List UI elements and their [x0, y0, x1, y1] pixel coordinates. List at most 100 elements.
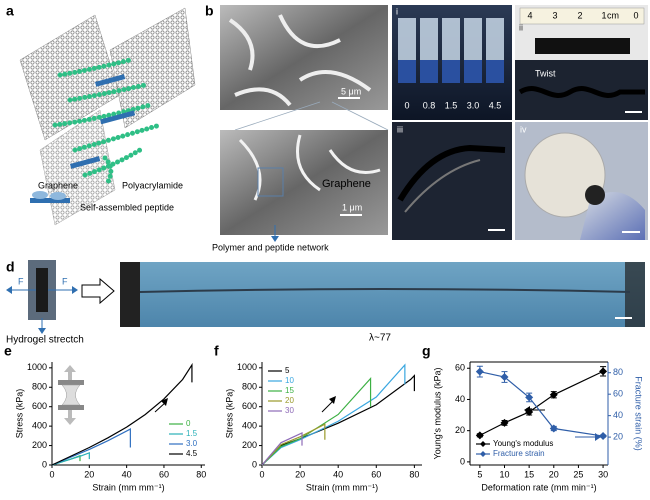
legend-label: 4.5 — [186, 449, 198, 458]
legend-marker — [480, 451, 486, 457]
y2-tick-label: 20 — [613, 431, 623, 441]
scale-label: 5 μm — [341, 86, 361, 96]
marker — [549, 424, 558, 433]
schematic — [19, 7, 196, 226]
sub-label: iii — [397, 124, 403, 134]
series-line — [261, 423, 326, 466]
force-label: F — [62, 276, 68, 286]
y-tick-label: 600 — [32, 401, 47, 411]
marker — [525, 407, 534, 416]
x-tick-label: 0 — [259, 469, 264, 479]
legend-label: 30 — [285, 406, 294, 415]
y-tick-label: 1000 — [27, 362, 47, 372]
legend-label: 3.0 — [186, 439, 198, 448]
marker — [500, 418, 509, 427]
x-tick-label: 10 — [499, 469, 509, 479]
y-tick-label: 200 — [242, 440, 257, 450]
x-tick-label: 80 — [409, 469, 419, 479]
series-line — [479, 370, 604, 436]
x-tick-label: 0 — [49, 469, 54, 479]
panel-label: d — [6, 259, 15, 275]
x-tick-label: 20 — [84, 469, 94, 479]
series-line — [261, 374, 415, 466]
y-tick-label: 0 — [42, 459, 47, 469]
y-axis-label: Young's modulus (kPa) — [432, 368, 442, 460]
vial-label: 1.5 — [445, 100, 458, 110]
vial-label: 4.5 — [489, 100, 502, 110]
ruler-label: 3 — [552, 10, 557, 20]
y2-axis-label: Fracture strain (%) — [634, 376, 644, 451]
x-tick-label: 30 — [598, 469, 608, 479]
marker — [549, 390, 558, 399]
force-label: F — [18, 276, 24, 286]
legend-label: Graphene — [38, 180, 78, 190]
series-line — [261, 431, 303, 466]
series-line — [51, 451, 90, 466]
photo — [392, 5, 648, 240]
y-axis-label: Stress (kPa) — [14, 389, 24, 439]
vial-label: 3.0 — [467, 100, 480, 110]
caption: Hydrogel strectch — [6, 335, 84, 346]
x-tick-label: 20 — [549, 469, 559, 479]
legend-label: Polyacrylamide — [122, 180, 183, 190]
sub-label: ii — [519, 22, 523, 32]
marker — [525, 393, 534, 402]
annotation: Twist — [535, 68, 556, 78]
x-axis-label: Strain (mm mm⁻¹) — [306, 482, 378, 492]
legend-label: 5 — [285, 366, 290, 375]
panel-label: b — [205, 3, 214, 19]
inset — [58, 365, 601, 441]
x-tick-label: 80 — [196, 469, 206, 479]
x-axis-label: Deformation rate (mm min⁻¹) — [481, 482, 596, 492]
legend-label: Fracture strain — [493, 449, 545, 458]
ruler-label: 4 — [527, 10, 532, 20]
ruler-label: 1 — [601, 10, 606, 20]
y-tick-label: 60 — [455, 363, 465, 373]
marker — [500, 373, 509, 382]
panel-label: e — [4, 343, 12, 359]
micrograph — [220, 5, 389, 242]
marker — [475, 367, 484, 376]
legend-label: 10 — [285, 376, 294, 385]
scale-label: 1 μm — [342, 202, 362, 212]
x-tick-label: 25 — [573, 469, 583, 479]
x-tick-label: 60 — [371, 469, 381, 479]
panel-label: f — [214, 343, 219, 359]
y-tick-label: 800 — [242, 382, 257, 392]
x-axis-label: Strain (mm mm⁻¹) — [92, 482, 164, 492]
vial-label: 0.8 — [423, 100, 436, 110]
panel-label: a — [6, 3, 14, 19]
x-tick-label: 40 — [122, 469, 132, 479]
y-tick-label: 400 — [32, 421, 47, 431]
photo — [6, 260, 645, 334]
vial-label: 0 — [404, 100, 409, 110]
y-axis-label: Stress (kPa) — [224, 389, 234, 439]
y-tick-label: 0 — [252, 459, 257, 469]
legend-marker — [480, 441, 486, 447]
legend-label: 20 — [285, 396, 294, 405]
series-line — [51, 362, 193, 466]
legend-label: 0 — [186, 419, 191, 428]
x-tick-label: 40 — [333, 469, 343, 479]
panel-label: g — [422, 343, 431, 359]
y-tick-label: 400 — [242, 421, 257, 431]
marker — [599, 367, 608, 376]
y-tick-label: 0 — [460, 456, 465, 466]
series-line — [51, 428, 131, 466]
legend-label: Self-assembled peptide — [80, 202, 174, 212]
marker — [475, 431, 484, 440]
y-tick-label: 200 — [32, 440, 47, 450]
annotation: λ~77 — [369, 333, 391, 344]
legend-label: Young's modulus — [493, 439, 553, 448]
caption: Polymer and peptide network — [212, 242, 329, 252]
ruler-label: cm — [607, 10, 619, 20]
y-tick-label: 600 — [242, 401, 257, 411]
annotation: Graphene — [322, 178, 371, 190]
series-line — [261, 363, 406, 466]
y-tick-label: 800 — [32, 382, 47, 392]
y-tick-label: 1000 — [237, 362, 257, 372]
ruler-label: 0 — [633, 10, 638, 20]
legend-label: 15 — [285, 386, 294, 395]
sub-label: i — [396, 6, 398, 16]
